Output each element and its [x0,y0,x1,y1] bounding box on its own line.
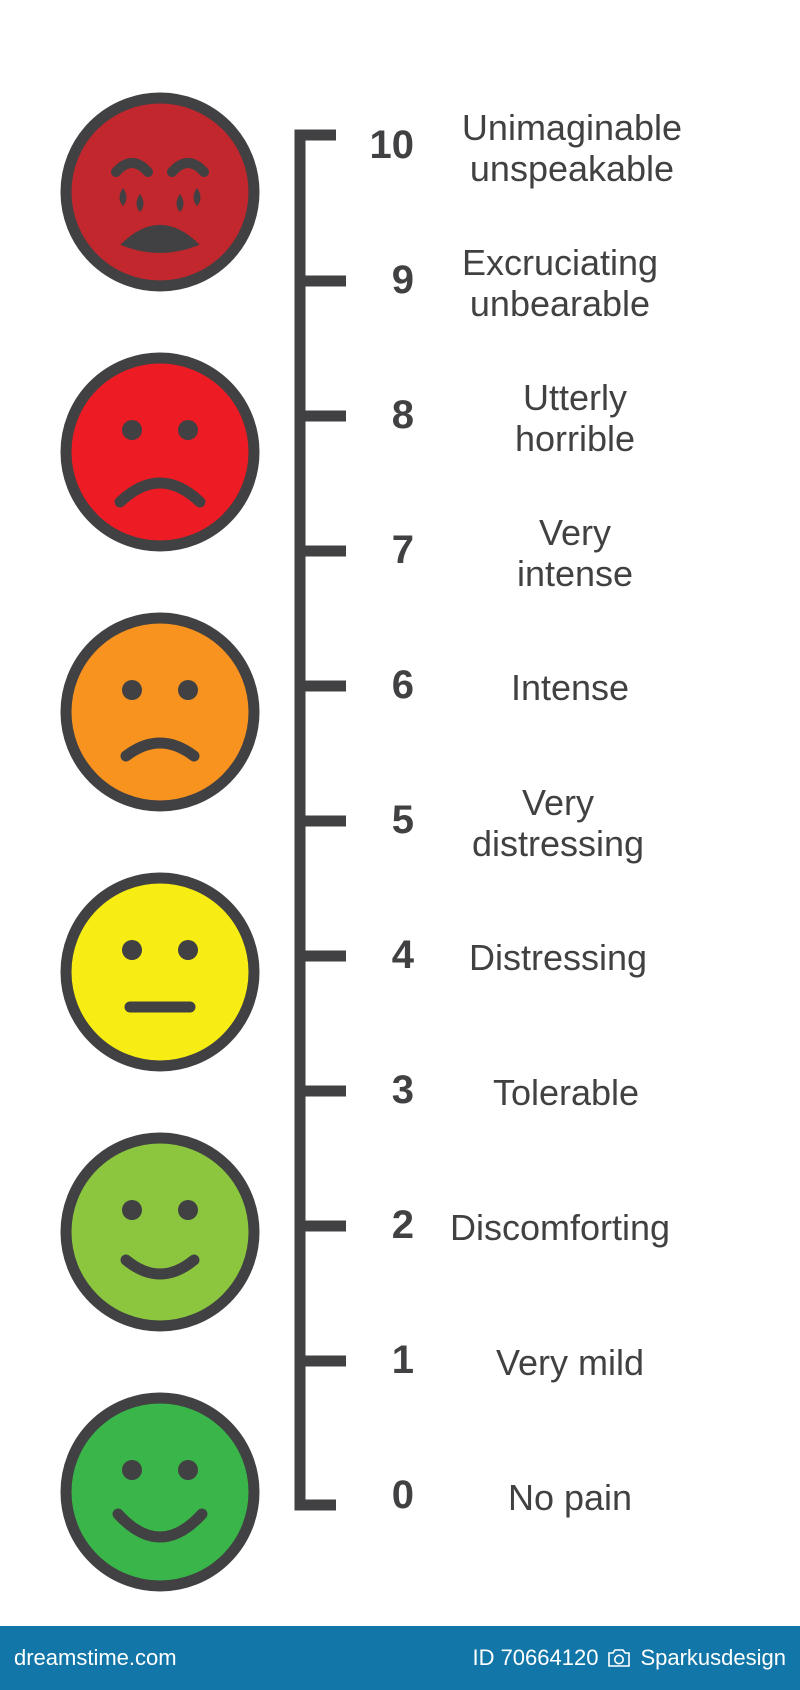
pain-scale-infographic: 10Unimaginable unspeakable9Excruciating … [0,0,800,1690]
scale-tick-label: Unimaginable unspeakable [412,107,732,190]
scale-tick-number: 0 [360,1473,414,1518]
scale-tick-label: Distressing [398,937,718,978]
scale-tick-label: Very intense [415,512,735,595]
scale-tick-label: Excruciating unbearable [400,242,720,325]
camera-icon [606,1648,632,1668]
footer-bar: dreamstime.com ID 70664120 Sparkusdesign [0,1626,800,1690]
scale-tick-number: 6 [360,663,414,708]
scale-tick-number: 10 [360,123,414,168]
scale-tick-label: No pain [410,1477,730,1518]
scale-tick-label: Very mild [410,1342,730,1383]
scale-tick-label: Discomforting [400,1207,720,1248]
footer-credit: Sparkusdesign [640,1645,786,1671]
scale-tick-label: Utterly horrible [415,377,735,460]
footer-site: dreamstime.com [14,1645,177,1671]
scale-tick-label: Tolerable [406,1072,726,1113]
footer-id: ID 70664120 [472,1645,598,1671]
scale-tick-number: 8 [360,393,414,438]
scale-tick-number: 7 [360,528,414,573]
scale-tick-number: 1 [360,1338,414,1383]
scale-tick-label: Intense [410,667,730,708]
scale-tick-label: Very distressing [398,782,718,865]
